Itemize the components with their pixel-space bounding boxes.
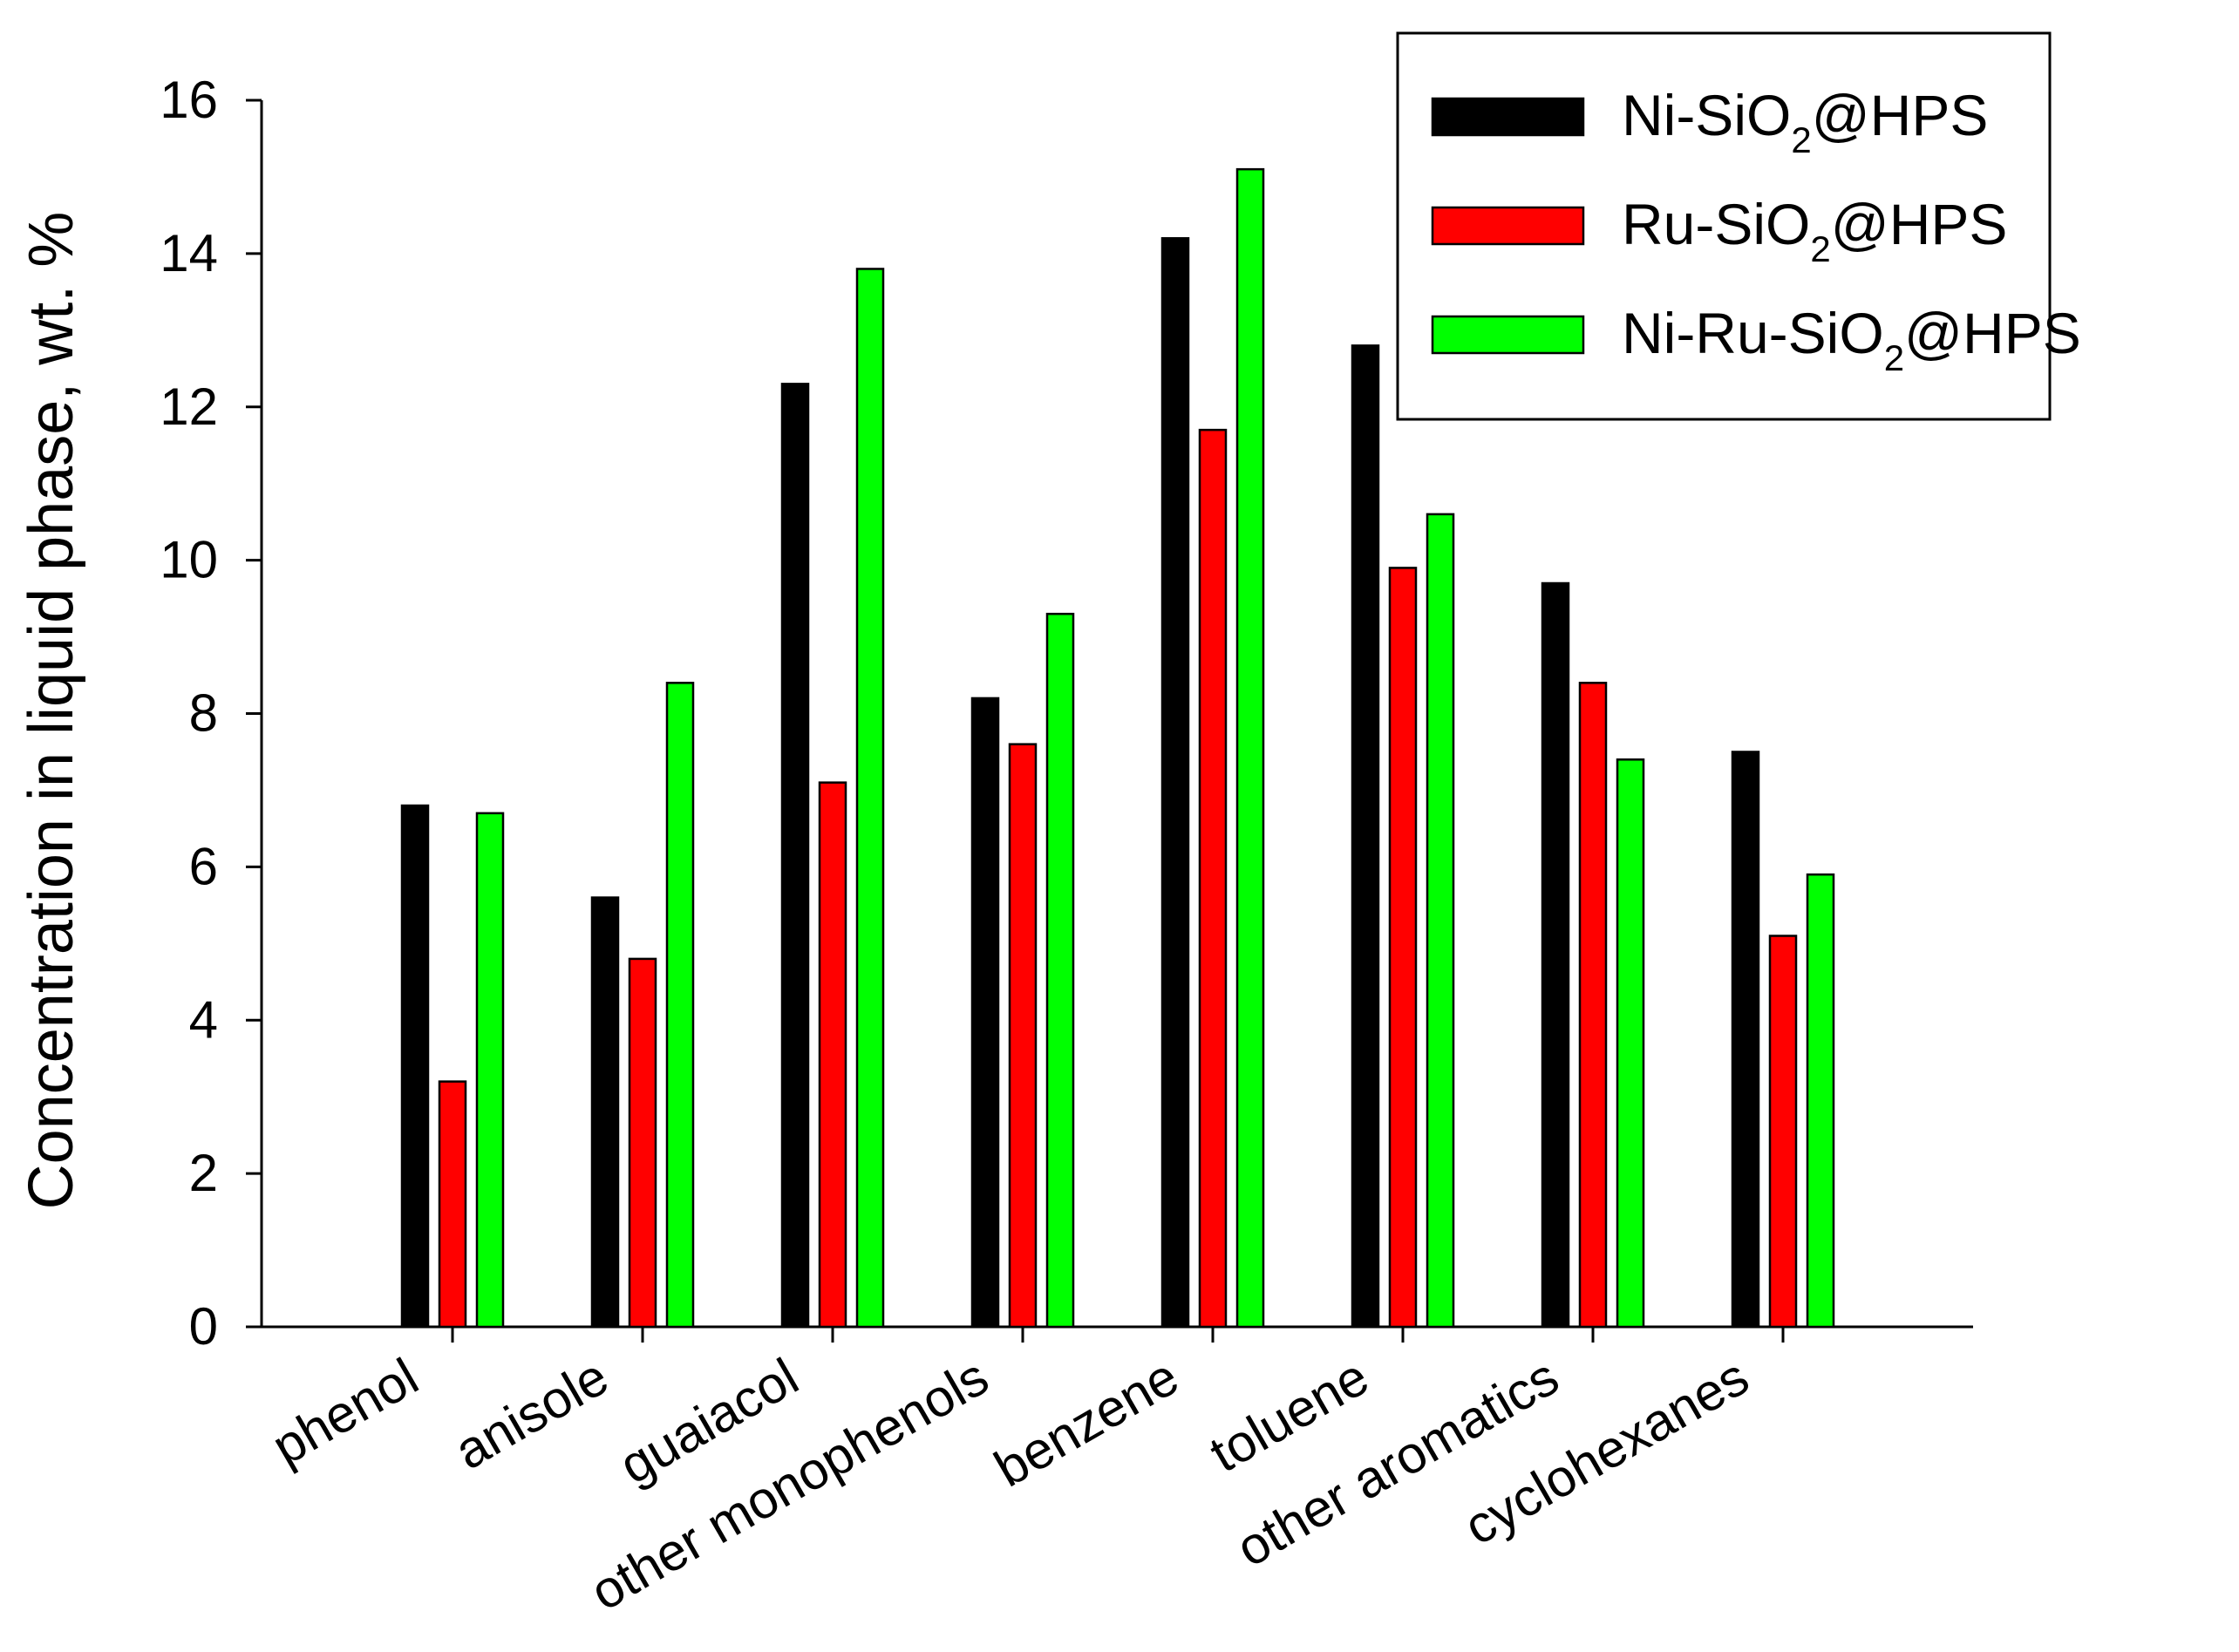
bar-ni-sio2-hps-other-monophenols bbox=[970, 697, 1000, 1329]
bar-ni-ru-sio2-hps-guaiacol bbox=[855, 268, 885, 1329]
bar-ni-sio2-hps-other-aromatics bbox=[1541, 581, 1570, 1329]
bar-ru-sio2-hps-other-aromatics bbox=[1578, 682, 1608, 1329]
bar-ni-ru-sio2-hps-other-monophenols bbox=[1045, 612, 1075, 1329]
y-tick-label: 12 bbox=[160, 377, 218, 436]
y-tick-label: 8 bbox=[189, 684, 218, 743]
bar-ni-ru-sio2-hps-toluene bbox=[1426, 513, 1455, 1329]
bar-ru-sio2-hps-other-monophenols bbox=[1008, 743, 1038, 1329]
bar-ni-sio2-hps-anisole bbox=[590, 896, 620, 1329]
y-tick-label: 0 bbox=[189, 1297, 218, 1356]
bar-ni-ru-sio2-hps-benzene bbox=[1235, 167, 1265, 1329]
legend: Ni-SiO2@HPS Ru-SiO2@HPS Ni-Ru-SiO2@HPS bbox=[1396, 31, 2081, 421]
bar-ru-sio2-hps-anisole bbox=[628, 957, 657, 1329]
bar-series-group bbox=[400, 167, 1835, 1329]
bar-ni-ru-sio2-hps-other-aromatics bbox=[1616, 758, 1645, 1329]
bar-ni-ru-sio2-hps-cyclohexanes bbox=[1806, 873, 1835, 1329]
legend-label: Ru-SiO2@HPS bbox=[1622, 192, 2007, 269]
y-tick-label: 4 bbox=[189, 990, 218, 1049]
x-tick-label: other aromatics bbox=[1227, 1347, 1569, 1578]
legend-swatch bbox=[1431, 97, 1585, 137]
y-tick-label: 6 bbox=[189, 837, 218, 895]
legend-swatch bbox=[1431, 206, 1585, 246]
bar-ni-sio2-hps-toluene bbox=[1351, 344, 1380, 1329]
legend-label: Ni-SiO2@HPS bbox=[1622, 83, 1988, 160]
bar-ni-ru-sio2-hps-phenol bbox=[475, 812, 505, 1329]
x-tick-label: benzene bbox=[985, 1347, 1188, 1498]
bar-ru-sio2-hps-toluene bbox=[1388, 567, 1418, 1329]
x-tick-label: phenol bbox=[262, 1347, 428, 1476]
y-tick-label: 2 bbox=[189, 1144, 218, 1202]
bar-ni-sio2-hps-phenol bbox=[400, 804, 430, 1329]
bar-ni-sio2-hps-guaiacol bbox=[780, 383, 810, 1329]
legend-label: Ni-Ru-SiO2@HPS bbox=[1622, 301, 2081, 378]
y-tick-label: 16 bbox=[160, 71, 218, 129]
y-tick-label: 14 bbox=[160, 224, 218, 282]
bar-ni-sio2-hps-cyclohexanes bbox=[1731, 751, 1760, 1329]
bar-ni-sio2-hps-benzene bbox=[1160, 237, 1190, 1329]
bar-ru-sio2-hps-guaiacol bbox=[818, 781, 847, 1329]
x-tick-label: anisole bbox=[445, 1347, 617, 1480]
y-axis: 0 2 4 6 8 10 12 14 16 bbox=[160, 71, 263, 1356]
bar-ru-sio2-hps-benzene bbox=[1198, 428, 1228, 1329]
y-tick-label: 10 bbox=[160, 531, 218, 589]
legend-swatch bbox=[1431, 315, 1585, 355]
bar-ni-ru-sio2-hps-anisole bbox=[665, 682, 695, 1329]
bar-ru-sio2-hps-cyclohexanes bbox=[1768, 935, 1798, 1329]
y-axis-label: Concentration in liquid phase, wt. % bbox=[17, 212, 86, 1210]
bar-ru-sio2-hps-phenol bbox=[438, 1080, 467, 1329]
